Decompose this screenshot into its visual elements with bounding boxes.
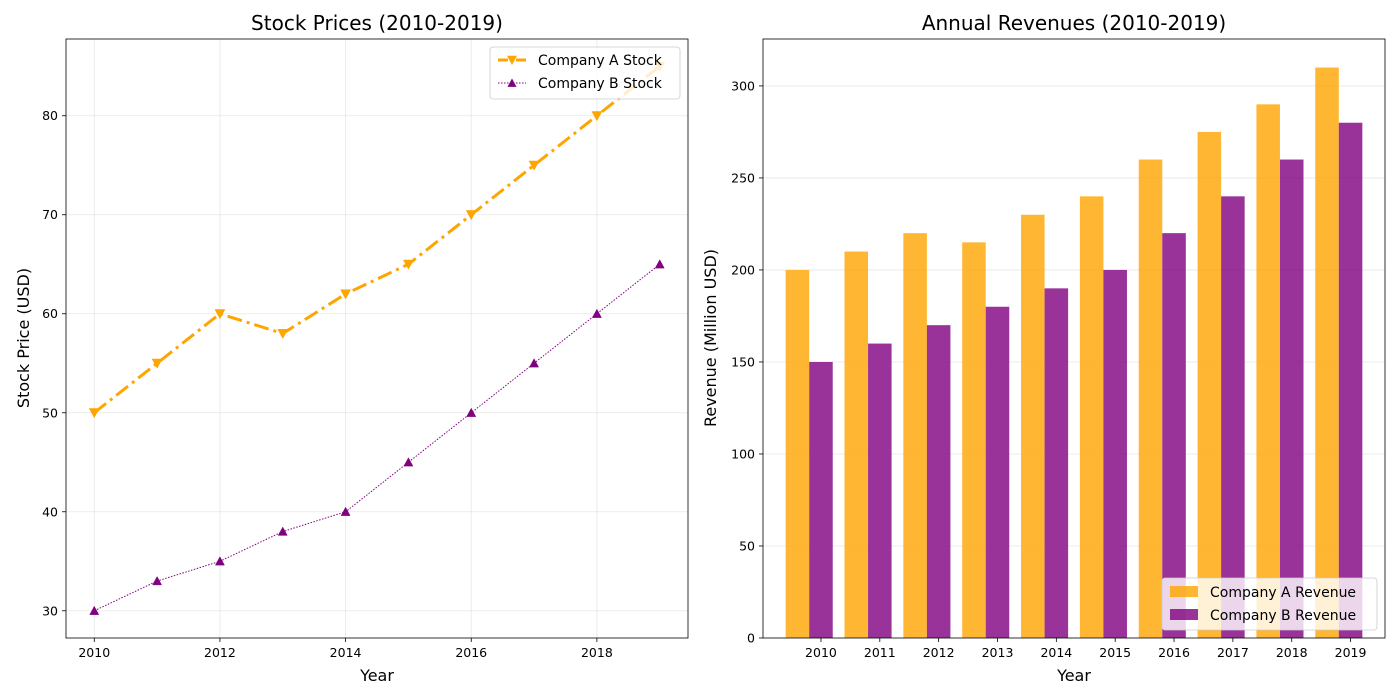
right-y-tick-label: 50 xyxy=(739,538,755,553)
bar-series-0 xyxy=(844,251,869,638)
right-x-tick-label: 2014 xyxy=(1040,645,1072,660)
left-y-tick-label: 60 xyxy=(42,306,58,321)
series-point-0 xyxy=(402,259,414,270)
right-y-tick-label: 150 xyxy=(731,354,755,369)
series-point-1 xyxy=(403,457,414,467)
series-point-1 xyxy=(215,556,225,566)
left-y-tick-label: 50 xyxy=(42,405,58,420)
bar-series-0 xyxy=(1197,131,1222,638)
series-point-1 xyxy=(529,358,539,368)
right-x-tick-label: 2019 xyxy=(1335,645,1367,660)
right-x-tick-label: 2011 xyxy=(864,645,896,660)
right-y-tick-label: 200 xyxy=(731,262,755,277)
right-x-axis-label: Year xyxy=(1056,666,1091,685)
left-y-axis-label: Stock Price (USD) xyxy=(14,268,33,408)
right-y-tick-label: 250 xyxy=(731,170,755,185)
right-x-tick-label: 2013 xyxy=(982,645,1014,660)
right-x-tick-label: 2017 xyxy=(1217,645,1249,660)
right-x-tick-label: 2015 xyxy=(1099,645,1131,660)
left-x-tick-label: 2010 xyxy=(78,645,110,660)
right-plot-area: 2010 2011 2012 2013 2014 2015 2016 2017 2018 2019… xyxy=(731,38,1386,660)
left-legend: Company A Stock Company B Stock xyxy=(489,46,681,100)
right-legend-swatch-1 xyxy=(1170,609,1198,620)
series-point-1 xyxy=(466,407,477,417)
bar-series-0 xyxy=(1079,196,1104,639)
bar-series-1 xyxy=(985,306,1010,638)
series-point-0 xyxy=(340,289,352,300)
bar-series-0 xyxy=(1021,214,1045,638)
left-plot-area: 2010 2012 2014 2016 2018 30 40 50 60 70 80 Company … xyxy=(42,38,689,660)
right-legend-swatch-0 xyxy=(1170,586,1198,597)
right-chart-title: Annual Revenues (2010-2019) xyxy=(922,11,1226,35)
bar-series-1 xyxy=(1044,288,1069,638)
bar-series-0 xyxy=(1138,159,1163,638)
right-plot-frame xyxy=(762,38,1386,639)
series-point-0 xyxy=(465,210,477,221)
series-point-1 xyxy=(654,259,665,269)
bar-series-1 xyxy=(1279,159,1304,638)
series-point-0 xyxy=(277,329,289,340)
bar-series-1 xyxy=(926,325,951,638)
bar-series-1 xyxy=(1103,269,1127,638)
left-x-tick-label: 2018 xyxy=(581,645,613,660)
series-point-0 xyxy=(591,111,603,122)
bar-series-0 xyxy=(785,269,810,638)
bar-series-0 xyxy=(1315,67,1339,639)
left-y-tick-label: 30 xyxy=(42,603,58,618)
left-y-tick-label: 40 xyxy=(42,504,58,519)
series-point-1 xyxy=(152,576,163,586)
bar-series-1 xyxy=(809,361,833,638)
right-legend: Company A Revenue Company B Revenue xyxy=(1161,577,1378,631)
left-x-axis-label: Year xyxy=(359,666,394,685)
bar-series-0 xyxy=(1256,104,1280,638)
left-x-tick-label: 2014 xyxy=(330,645,362,660)
left-legend-marker-0 xyxy=(507,55,517,65)
series-point-1 xyxy=(340,506,351,516)
series-point-0 xyxy=(214,309,226,320)
left-chart-title: Stock Prices (2010-2019) xyxy=(251,11,503,35)
series-point-1 xyxy=(591,308,602,318)
left-legend-label-1: Company B Stock xyxy=(538,76,663,92)
right-x-tick-label: 2010 xyxy=(805,645,837,660)
bar-series-1 xyxy=(1338,122,1363,638)
left-x-tick-label: 2016 xyxy=(455,645,487,660)
left-legend-box xyxy=(489,46,681,100)
bar-series-1 xyxy=(1221,196,1245,639)
series-point-1 xyxy=(89,605,100,615)
right-y-tick-label: 0 xyxy=(747,631,755,646)
right-legend-box xyxy=(1161,577,1378,631)
series-line-0 xyxy=(93,65,661,414)
left-y-tick-label: 70 xyxy=(42,207,58,222)
right-x-tick-label: 2016 xyxy=(1158,645,1190,660)
right-x-tick-label: 2018 xyxy=(1276,645,1308,660)
series-line-1 xyxy=(94,263,661,612)
right-y-tick-label: 100 xyxy=(731,446,755,461)
right-y-axis-label: Revenue (Million USD) xyxy=(701,249,720,427)
left-legend-label-0: Company A Stock xyxy=(538,53,663,69)
series-point-0 xyxy=(151,358,163,369)
right-x-tick-label: 2012 xyxy=(923,645,955,660)
left-series-group xyxy=(88,61,666,615)
right-legend-label-1: Company B Revenue xyxy=(1210,608,1356,624)
bar-series-0 xyxy=(903,233,927,638)
right-legend-label-0: Company A Revenue xyxy=(1210,585,1356,601)
bar-series-1 xyxy=(868,343,892,638)
series-point-0 xyxy=(528,160,540,171)
left-y-tick-label: 80 xyxy=(42,108,58,123)
series-point-1 xyxy=(277,526,288,536)
left-x-tick-label: 2012 xyxy=(204,645,236,660)
bar-series-0 xyxy=(962,242,986,638)
left-legend-marker-1 xyxy=(507,78,517,87)
series-point-0 xyxy=(88,408,100,419)
right-y-tick-label: 300 xyxy=(731,78,755,93)
bar-series-1 xyxy=(1162,233,1186,638)
left-plot-frame xyxy=(65,38,689,639)
